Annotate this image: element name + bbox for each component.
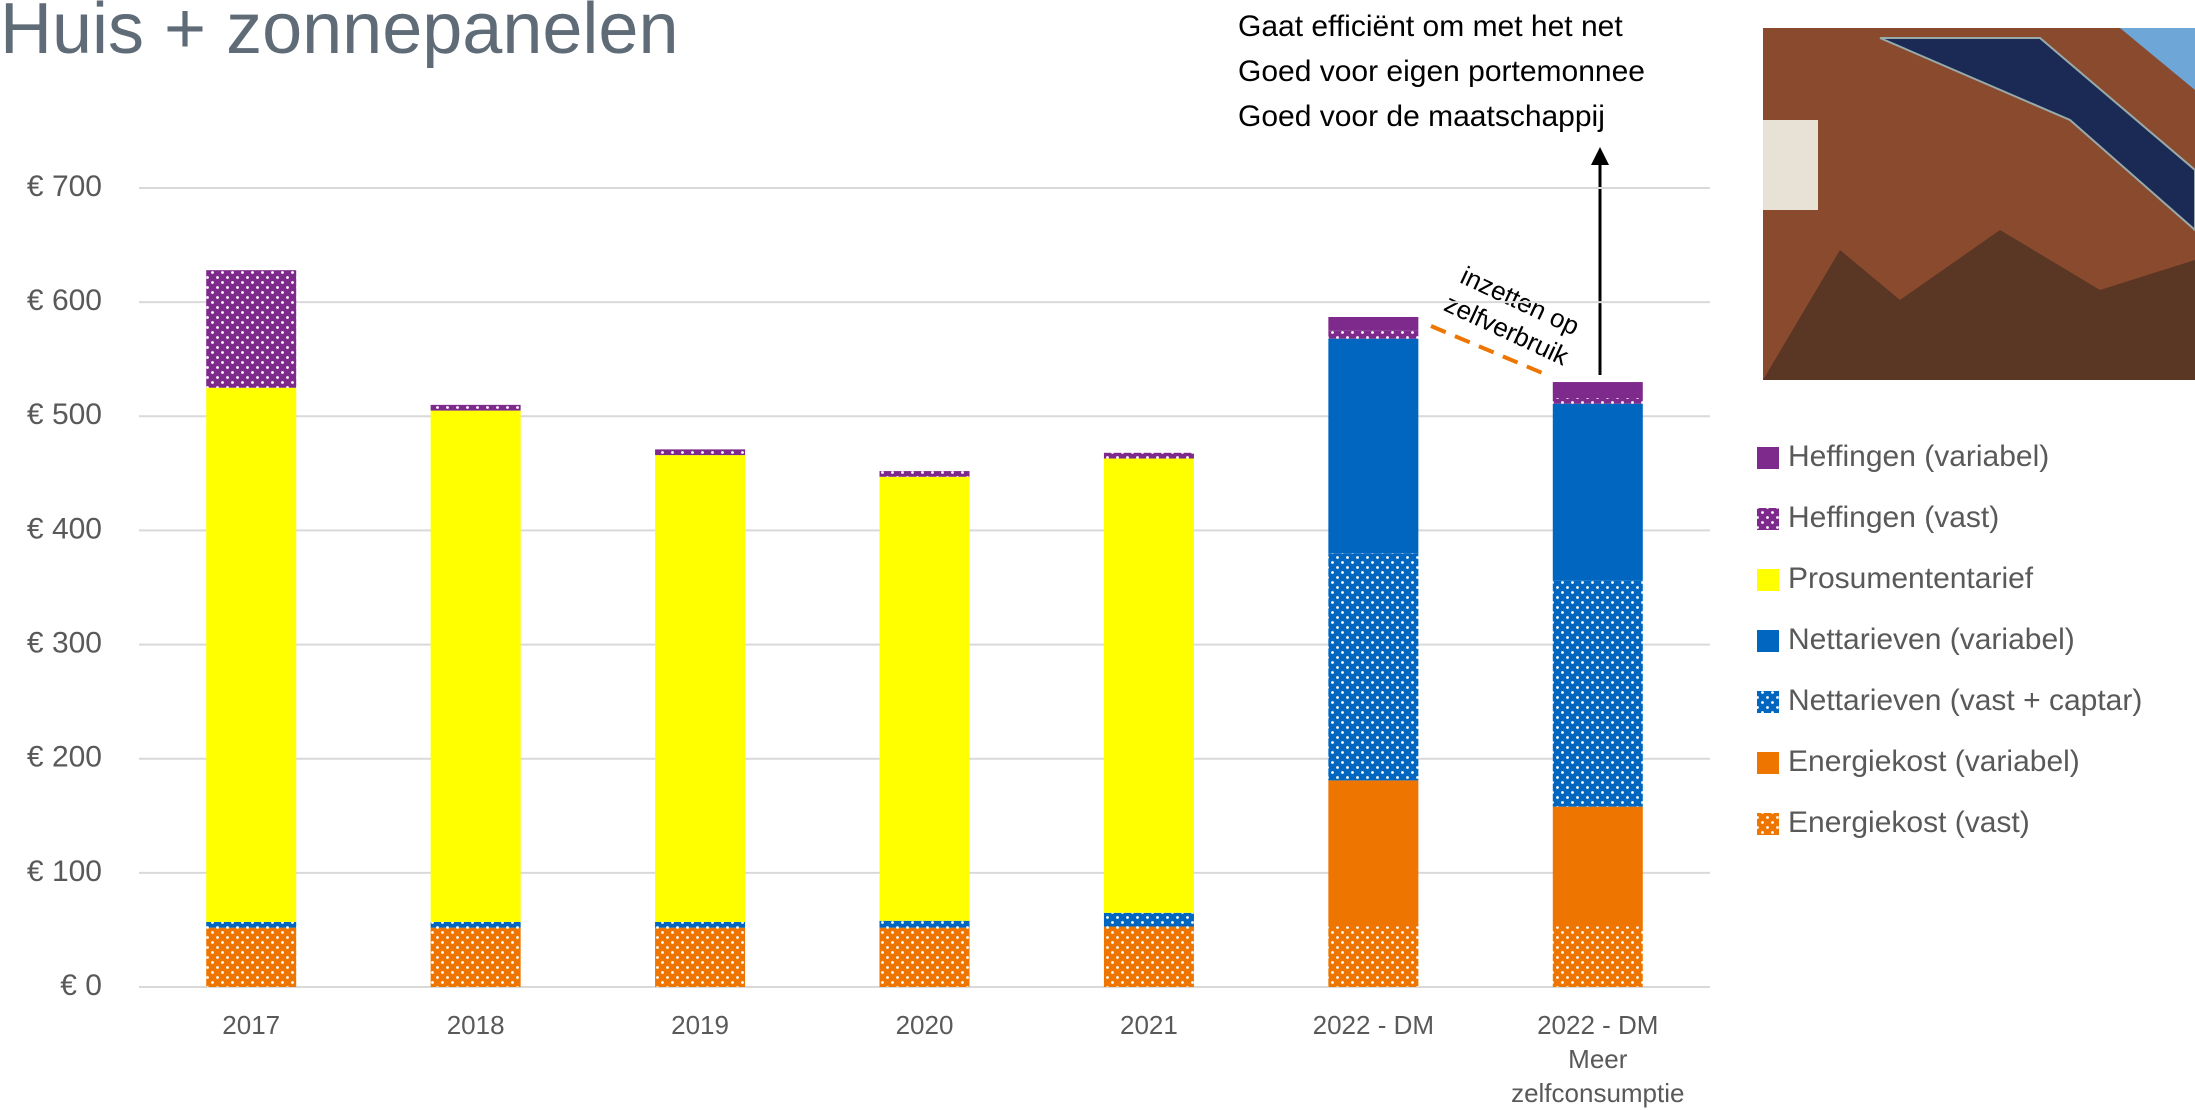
bar-segment (1103, 452, 1194, 459)
bar-segment (1328, 553, 1419, 781)
bar-segment (430, 410, 521, 922)
bar-segment (655, 449, 746, 456)
y-tick-label: € 300 (27, 626, 102, 659)
x-tick-label: 2017 (222, 1010, 281, 1040)
bar-segment (1103, 912, 1194, 927)
bar-segment (655, 921, 746, 928)
bar-segment (430, 404, 521, 411)
legend-swatch (1757, 752, 1779, 774)
annotation: Goed voor eigen portemonnee (1238, 55, 1645, 88)
bar-segment (1552, 398, 1643, 404)
bar-segment (1552, 926, 1643, 987)
bar-segment (879, 476, 970, 921)
bar-segment (1552, 403, 1643, 581)
annotation: Goed voor de maatschappij (1238, 100, 1605, 133)
bar-segment (1328, 330, 1419, 339)
y-tick-label: € 100 (27, 855, 102, 888)
x-tick-label: 2021 (1120, 1010, 1178, 1040)
legend-label: Energiekost (variabel) (1788, 745, 2080, 778)
legend-label: Nettarieven (vast + captar) (1788, 684, 2142, 717)
y-tick-label: € 200 (27, 741, 102, 774)
legend-label: Heffingen (variabel) (1788, 440, 2049, 473)
x-tick-label: 2019 (671, 1010, 729, 1040)
legend-swatch (1757, 813, 1779, 835)
x-tick-label: 2018 (446, 1010, 505, 1040)
bar-segment (206, 927, 297, 987)
x-tick-label: 2022 - DM (1312, 1010, 1435, 1040)
photo (1763, 28, 2195, 380)
bar-segment (1552, 382, 1643, 399)
bar-segment (1328, 780, 1419, 927)
bar-segment (1103, 458, 1194, 913)
y-tick-label: € 700 (27, 170, 102, 203)
bar-segment (1328, 316, 1419, 331)
bar-segment (879, 920, 970, 928)
bar-segment (879, 471, 970, 477)
bar-segment (206, 921, 297, 928)
legend-label: Prosumententarief (1788, 562, 2034, 595)
callout: inzetten op zelfverbruik (1440, 260, 1584, 372)
legend-swatch (1757, 447, 1779, 469)
bar-segment (655, 927, 746, 987)
y-tick-label: € 0 (60, 969, 102, 1002)
bar-segment (206, 387, 297, 922)
arrow-head (1591, 147, 1609, 165)
bar-segment (1552, 806, 1643, 927)
annotation: Gaat efficiënt om met het net (1238, 10, 1623, 43)
x-tick-label: 2022 - DM Meer zelfconsumptie (1511, 1010, 1685, 1108)
bar-segment (1328, 926, 1419, 987)
dashed-line (1430, 324, 1548, 377)
bar-segment (206, 270, 297, 388)
bar-segment (655, 455, 746, 922)
bar-segment (1552, 580, 1643, 807)
legend-swatch (1757, 630, 1779, 652)
x-tick-label: 2020 (895, 1010, 954, 1040)
legend-label: Heffingen (vast) (1788, 501, 1999, 534)
bar-segment (430, 921, 521, 928)
bar-segment (1328, 338, 1419, 554)
bar-segment (1103, 926, 1194, 987)
legend-label: Nettarieven (variabel) (1788, 623, 2075, 656)
y-tick-label: € 500 (27, 398, 102, 431)
legend-swatch (1757, 569, 1779, 591)
legend-label: Energiekost (vast) (1788, 806, 2030, 839)
legend-swatch (1757, 508, 1779, 530)
bar-segment (879, 927, 970, 987)
bar-segment (430, 927, 521, 987)
chart-title: Huis + zonnepanelen (0, 0, 679, 69)
y-tick-label: € 600 (27, 284, 102, 317)
y-tick-label: € 400 (27, 512, 102, 545)
legend-swatch (1757, 691, 1779, 713)
